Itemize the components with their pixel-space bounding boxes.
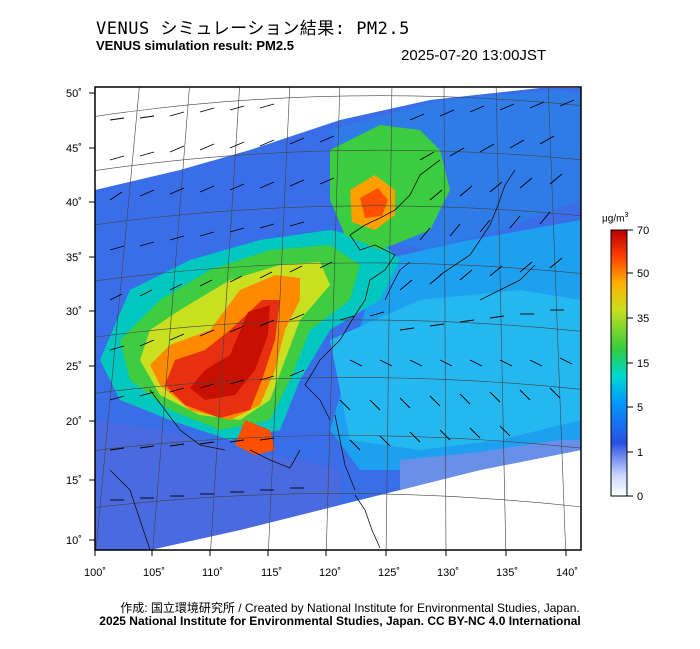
lat-label-10: 10˚	[66, 535, 82, 547]
colorbar: 70 50 35 15 5 1 0	[610, 225, 649, 503]
lon-label-140: 140˚	[556, 567, 578, 579]
lat-label-40: 40˚	[66, 197, 82, 209]
lon-label-130: 130˚	[437, 567, 459, 579]
lat-label-30: 30˚	[66, 306, 82, 318]
lat-label-35: 35˚	[66, 252, 82, 264]
title-english: VENUS simulation result: PM2.5	[96, 38, 294, 53]
lat-label-45: 45˚	[66, 143, 82, 155]
colorbar-tick-1: 1	[637, 447, 643, 459]
coastlines	[109, 159, 536, 550]
lat-axis: 50˚ 45˚ 40˚ 35˚ 30˚ 25˚ 20˚ 15˚ 10˚	[66, 88, 95, 547]
graticule	[95, 87, 581, 550]
colorbar-unit: μg/m3	[602, 212, 629, 225]
colorbar-tick-70: 70	[637, 225, 649, 237]
map-frame	[94, 86, 582, 551]
colorbar-tick-0: 0	[637, 491, 643, 503]
lon-label-115: 115˚	[261, 567, 282, 579]
pm25-field	[95, 88, 581, 550]
lon-label-135: 135˚	[496, 567, 518, 579]
lat-label-15: 15˚	[66, 475, 82, 487]
colorbar-tick-50: 50	[637, 268, 649, 280]
lon-label-120: 120˚	[319, 567, 341, 579]
lon-label-100: 100˚	[84, 567, 106, 579]
lon-label-105: 105˚	[143, 567, 165, 579]
lat-label-20: 20˚	[66, 416, 82, 428]
colorbar-tick-15: 15	[637, 358, 649, 370]
lon-label-125: 125˚	[378, 567, 400, 579]
colorbar-tick-35: 35	[637, 313, 649, 325]
colorbar-scale	[610, 229, 628, 497]
title-japanese: VENUS シミュレーション結果: PM2.5	[96, 19, 410, 39]
credit-line-1: 作成: 国立環境研究所 / Created by National Instit…	[120, 601, 580, 615]
colorbar-tick-5: 5	[637, 402, 643, 414]
lat-label-25: 25˚	[66, 361, 82, 373]
lon-axis: 100˚ 105˚ 110˚ 115˚ 120˚ 125˚ 130˚ 135˚ …	[84, 550, 578, 579]
forecast-timestamp: 2025-07-20 13:00JST	[401, 47, 547, 64]
wind-vectors	[109, 99, 575, 501]
lat-label-50: 50˚	[66, 88, 82, 100]
credit-line-2: 2025 National Institute for Environmenta…	[99, 614, 581, 628]
lon-label-110: 110˚	[202, 567, 223, 579]
